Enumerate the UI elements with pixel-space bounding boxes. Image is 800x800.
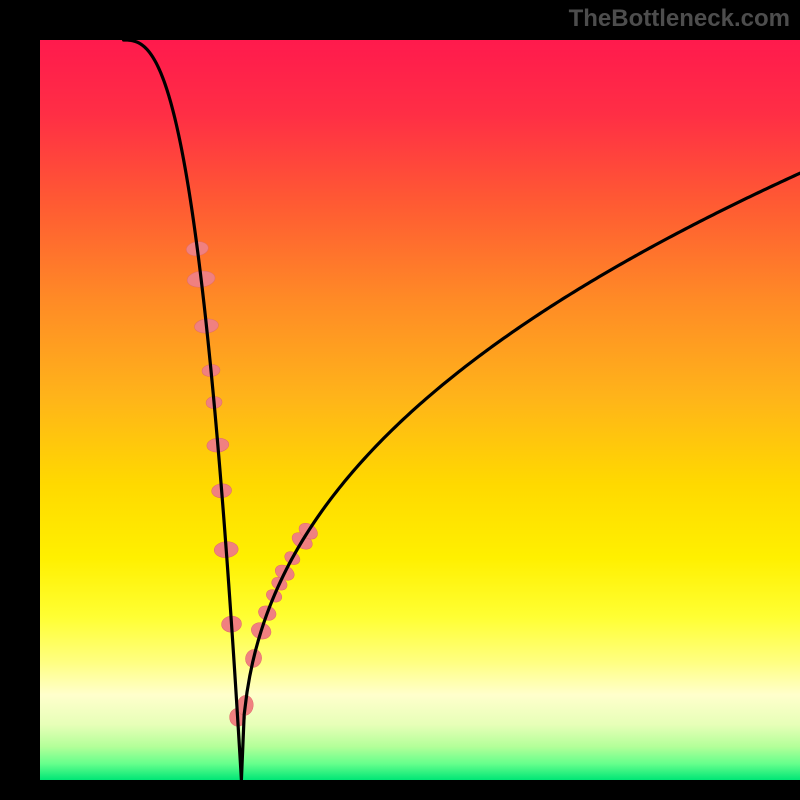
watermark-text: TheBottleneck.com	[569, 5, 790, 33]
plot-area	[40, 40, 800, 780]
chart-root: TheBottleneck.com	[0, 0, 800, 800]
curve-layer	[40, 40, 800, 780]
bottleneck-curve	[124, 40, 800, 780]
